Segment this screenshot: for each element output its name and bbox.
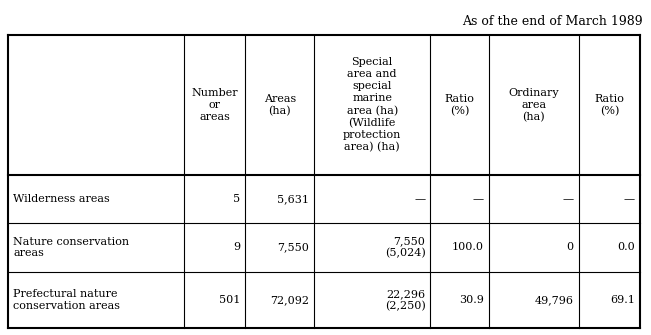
Text: —: —	[473, 194, 484, 204]
Text: 0.0: 0.0	[617, 243, 635, 253]
Text: 22,296
(2,250): 22,296 (2,250)	[385, 289, 426, 311]
Text: Number
or
areas: Number or areas	[191, 88, 238, 122]
Text: 7,550
(5,024): 7,550 (5,024)	[385, 237, 426, 259]
Text: 100.0: 100.0	[452, 243, 484, 253]
Text: 69.1: 69.1	[610, 295, 635, 305]
Text: 30.9: 30.9	[459, 295, 484, 305]
Text: —: —	[414, 194, 426, 204]
Text: 49,796: 49,796	[534, 295, 574, 305]
Text: Ordinary
area
(ha): Ordinary area (ha)	[508, 88, 559, 122]
Text: 501: 501	[219, 295, 240, 305]
Text: 9: 9	[233, 243, 240, 253]
Text: Ratio
(%): Ratio (%)	[594, 94, 624, 116]
Text: Prefectural nature
conservation areas: Prefectural nature conservation areas	[13, 289, 120, 311]
Text: As of the end of March 1989: As of the end of March 1989	[462, 15, 643, 28]
Text: Nature conservation
areas: Nature conservation areas	[13, 237, 129, 258]
Text: Ratio
(%): Ratio (%)	[445, 94, 475, 116]
Text: 5,631: 5,631	[277, 194, 309, 204]
Text: 7,550: 7,550	[277, 243, 309, 253]
Text: 72,092: 72,092	[270, 295, 309, 305]
Text: Special
area and
special
marine
area (ha)
(Wildlife
protection
area) (ha): Special area and special marine area (ha…	[343, 57, 402, 152]
Text: 5: 5	[233, 194, 240, 204]
Text: Wilderness areas: Wilderness areas	[13, 194, 110, 204]
Text: —: —	[624, 194, 635, 204]
Text: 0: 0	[566, 243, 574, 253]
Text: Areas
(ha): Areas (ha)	[264, 94, 296, 116]
Text: —: —	[562, 194, 574, 204]
